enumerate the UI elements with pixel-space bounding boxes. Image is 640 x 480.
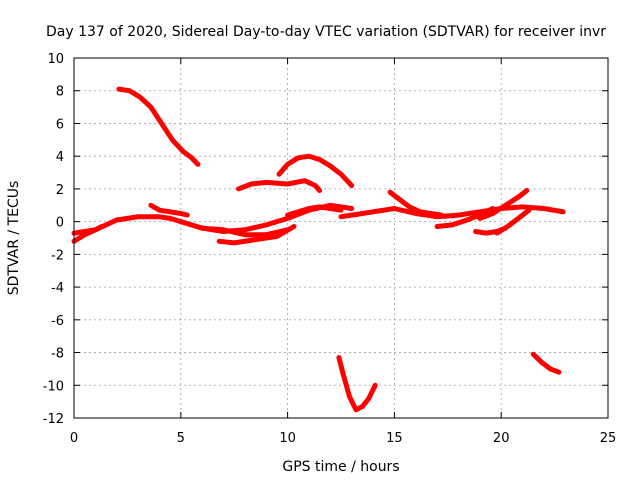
data-series (71, 86, 566, 413)
y-tick-label: -6 (51, 314, 64, 329)
series-arc-7 (216, 224, 297, 246)
series-arc-10 (285, 204, 344, 218)
y-tick-label: -12 (43, 412, 64, 427)
series-arc-2 (71, 224, 105, 236)
x-tick-label: 5 (177, 431, 185, 446)
x-tick-label: 20 (493, 431, 510, 446)
series-arc-18 (494, 207, 532, 236)
y-axis-label: SDTVAR / TECUs (6, 181, 22, 296)
series-arc-8 (236, 178, 323, 193)
axis-ticks: 0 5 10 15 20 25 -12 -10 -8 -6 -4 -2 0 2 4 6 8 10 (43, 52, 617, 446)
series-arc-15 (434, 206, 496, 229)
series-arc-11 (336, 355, 378, 413)
x-axis-label: GPS time / hours (282, 459, 399, 475)
plot-frame (73, 57, 609, 419)
x-tick-label: 0 (70, 431, 78, 446)
y-tick-label: 10 (47, 52, 64, 67)
series-arc-19 (530, 351, 562, 375)
series-arc-17 (477, 188, 530, 221)
series-arc-12 (338, 206, 397, 220)
y-tick-label: 0 (56, 216, 64, 231)
y-tick-label: 4 (56, 150, 64, 165)
series-arc-14 (391, 204, 566, 220)
y-tick-label: -4 (51, 281, 64, 296)
series-arc-3 (116, 86, 201, 167)
series-arc-4 (148, 202, 190, 218)
x-tick-label: 15 (386, 431, 403, 446)
x-tick-label: 10 (279, 431, 296, 446)
x-tick-label: 25 (600, 431, 617, 446)
series-arc-9 (276, 153, 355, 189)
y-tick-label: 6 (56, 117, 64, 132)
y-tick-label: -2 (51, 248, 64, 263)
y-tick-label: -10 (43, 379, 64, 394)
y-tick-label: 2 (56, 183, 64, 198)
chart-title: Day 137 of 2020, Sidereal Day-to-day VTE… (46, 24, 606, 40)
y-tick-label: -8 (51, 347, 64, 362)
y-tick-label: 8 (56, 85, 64, 100)
grid (74, 58, 608, 418)
